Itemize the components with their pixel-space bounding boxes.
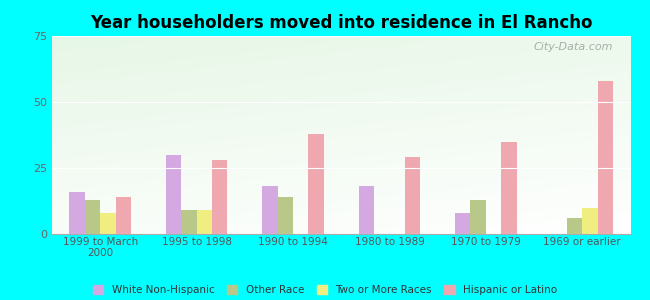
Bar	[359, 187, 374, 234]
Bar	[116, 197, 131, 234]
Legend: White Non-Hispanic, Other Race, Two or More Races, Hispanic or Latino: White Non-Hispanic, Other Race, Two or M…	[93, 285, 557, 295]
Bar	[262, 187, 278, 234]
Bar	[100, 213, 116, 234]
Text: City-Data.com: City-Data.com	[534, 42, 613, 52]
Bar	[278, 197, 293, 234]
Bar	[212, 160, 227, 234]
Bar	[455, 213, 471, 234]
Bar	[405, 158, 421, 234]
Bar	[582, 208, 598, 234]
Bar	[70, 192, 84, 234]
Bar	[309, 134, 324, 234]
Bar	[567, 218, 582, 234]
Bar	[166, 155, 181, 234]
Bar	[501, 142, 517, 234]
Bar	[84, 200, 100, 234]
Bar	[471, 200, 486, 234]
Bar	[598, 81, 613, 234]
Bar	[196, 210, 212, 234]
Title: Year householders moved into residence in El Rancho: Year householders moved into residence i…	[90, 14, 593, 32]
Bar	[181, 210, 196, 234]
